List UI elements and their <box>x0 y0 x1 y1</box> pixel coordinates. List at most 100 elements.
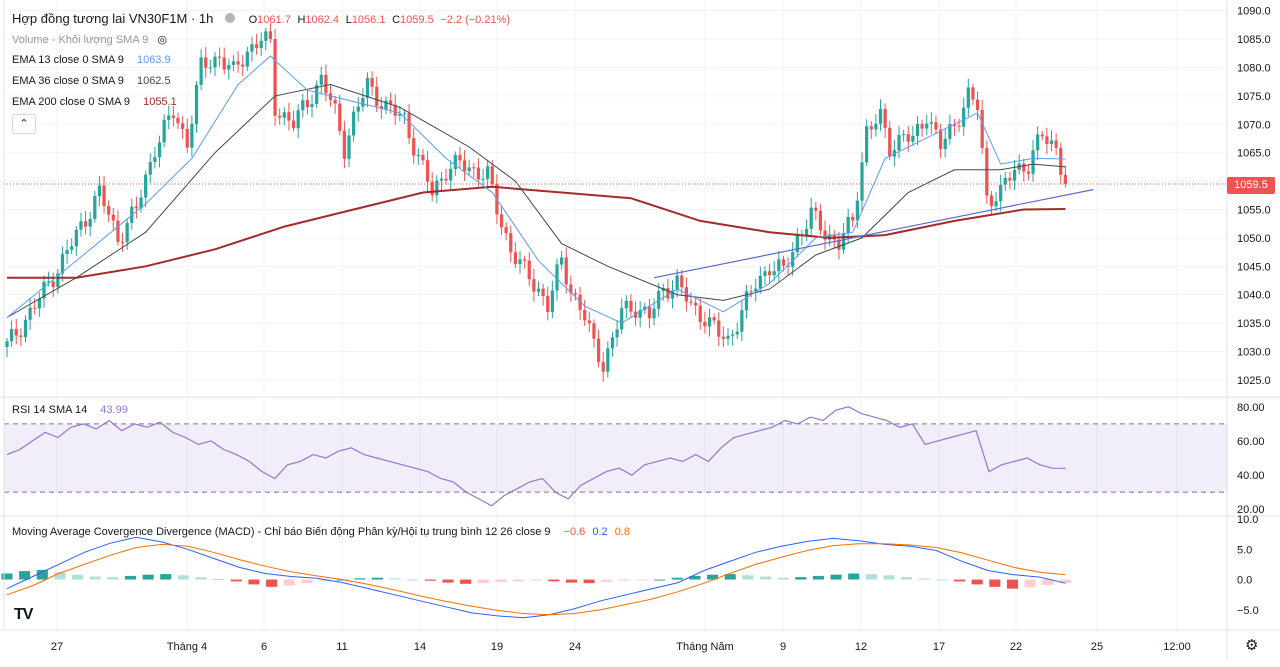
symbol-title[interactable]: Hợp đồng tương lai VN30F1M · 1h <box>12 11 214 26</box>
candle-body <box>472 167 476 169</box>
candle-body <box>694 302 698 306</box>
candle-body <box>430 181 434 196</box>
volume-legend[interactable]: Volume - Khối lượng SMA 9 ◎ <box>12 34 167 46</box>
x-tick-label: 6 <box>261 641 267 653</box>
candle-body <box>259 40 263 49</box>
candle-body <box>236 61 240 65</box>
candle-body <box>735 331 739 335</box>
macd-histogram-bar <box>654 579 666 581</box>
macd-histogram-bar <box>89 576 101 580</box>
ema200-legend[interactable]: EMA 200 close 0 SMA 9 1055.1 <box>12 96 177 108</box>
candle-body <box>1026 171 1031 174</box>
ohlc-low: L1056.1 <box>345 14 386 26</box>
macd-y-tick-label: 10.0 <box>1237 514 1258 526</box>
candle-body <box>499 214 504 228</box>
macd-histogram-bar <box>495 579 507 582</box>
main-legend: Hợp đồng tương lai VN30F1M · 1h O1061.7 … <box>12 11 510 26</box>
candle-body <box>74 229 78 247</box>
eye-off-icon[interactable]: ◎ <box>157 34 167 46</box>
candle-body <box>781 259 786 266</box>
collapse-legend-button[interactable]: ⌃ <box>12 114 36 134</box>
candle-body <box>698 305 702 322</box>
candle-body <box>925 123 929 129</box>
candle-body <box>486 166 490 179</box>
macd-line <box>6 536 1066 619</box>
candle-body <box>328 93 333 100</box>
macd-histogram-bar <box>1024 579 1036 588</box>
candle-body <box>315 84 319 105</box>
ema36-legend[interactable]: EMA 36 close 0 SMA 9 1062.5 <box>12 75 171 87</box>
candle-body <box>185 128 189 148</box>
candle-body <box>638 310 642 318</box>
candle-body <box>666 287 670 299</box>
candle-body <box>324 74 328 94</box>
ema13-legend[interactable]: EMA 13 close 0 SMA 9 1063.9 <box>12 54 171 66</box>
candle-body <box>929 122 933 124</box>
macd-histogram-bar <box>636 579 648 581</box>
candle-body <box>823 230 827 240</box>
macd-histogram-bar <box>565 579 578 583</box>
macd-histogram-bar <box>812 575 824 580</box>
candle-body <box>425 160 430 182</box>
candle-body <box>971 87 975 100</box>
candle-body <box>620 308 624 330</box>
candle-body <box>301 100 305 111</box>
macd-legend[interactable]: Moving Average Covergence Divergence (MA… <box>12 526 630 538</box>
candle-body <box>46 281 51 283</box>
y-tick-label: 1075.0 <box>1237 91 1271 103</box>
candle-body <box>412 138 416 156</box>
market-status-icon <box>224 13 235 23</box>
candle-body <box>583 309 587 321</box>
candle-body <box>190 123 194 148</box>
candle-body <box>282 112 286 118</box>
macd-histogram-bar <box>953 579 966 582</box>
macd-histogram-bar <box>1059 579 1071 584</box>
candle-body <box>347 135 351 159</box>
candle-body <box>467 167 471 172</box>
candle-body <box>846 216 850 234</box>
macd-histogram-bar <box>901 577 913 580</box>
y-tick-label: 1025.0 <box>1237 375 1271 387</box>
x-tick-label: 12 <box>855 641 867 653</box>
y-tick-label: 1045.0 <box>1237 261 1271 273</box>
candle-body <box>684 287 689 302</box>
candle-body <box>1008 178 1012 181</box>
candle-body <box>814 207 818 211</box>
macd-histogram-bar <box>36 569 48 580</box>
y-tick-label: 1070.0 <box>1237 119 1271 131</box>
candle-body <box>550 290 554 312</box>
rsi-y-tick-label: 20.00 <box>1237 504 1265 516</box>
chevron-up-icon: ⌃ <box>19 118 29 130</box>
candle-body <box>1063 174 1067 184</box>
ema36-line <box>6 83 1066 318</box>
rsi-legend[interactable]: RSI 14 SMA 14 43.99 <box>12 404 128 416</box>
y-tick-label: 1055.0 <box>1237 205 1271 217</box>
x-tick-label: 25 <box>1091 641 1103 653</box>
macd-histogram-bar <box>759 576 772 580</box>
macd-histogram-bar <box>707 574 719 580</box>
ohlc-close: C1059.5 <box>392 14 434 26</box>
candle-body <box>518 259 522 265</box>
rsi-y-tick-label: 60.00 <box>1237 436 1265 448</box>
candle-body <box>952 124 957 126</box>
candle-body <box>107 206 111 215</box>
tradingview-logo[interactable]: TV <box>14 606 33 623</box>
x-tick-label: Tháng 4 <box>167 641 207 653</box>
candle-body <box>28 307 32 320</box>
candle-body <box>1022 163 1026 172</box>
candle-body <box>97 185 102 197</box>
rsi-y-tick-label: 80.00 <box>1237 402 1265 414</box>
candle-body <box>587 320 591 324</box>
candle-body <box>88 218 92 227</box>
y-tick-label: 1030.0 <box>1237 347 1271 359</box>
candle-body <box>878 108 883 124</box>
settings-gear-icon[interactable]: ⚙ <box>1245 637 1259 654</box>
candle-body <box>1040 134 1044 137</box>
candle-body <box>689 301 693 303</box>
macd-histogram-bar <box>213 578 225 580</box>
ema13-line <box>6 55 1066 324</box>
candle-body <box>291 120 296 129</box>
candle-body <box>37 298 41 309</box>
y-tick-label: 1040.0 <box>1237 290 1271 302</box>
